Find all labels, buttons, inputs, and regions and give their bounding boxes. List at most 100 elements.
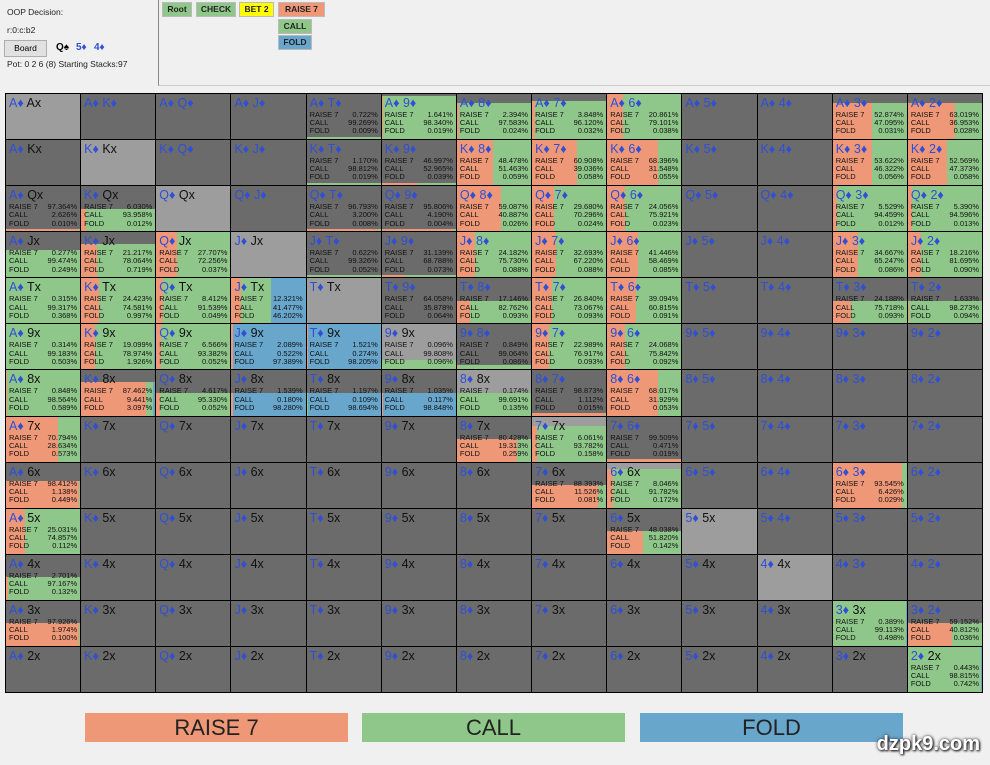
hand-cell[interactable]: K♦ Tx RAISE 7 24.423% CALL 74.581% FOLD 0.997% (81, 278, 156, 324)
hand-cell[interactable]: A♦ 9x RAISE 7 0.314% CALL 99.183% FOLD 0.503% (6, 324, 81, 370)
hand-cell[interactable]: 8♦ 5♦ (682, 370, 757, 416)
hand-cell[interactable]: J♦ 6♦ RAISE 7 41.446% CALL 58.469% FOLD 0.085% (607, 232, 682, 278)
hand-cell[interactable]: Q♦ 9♦ RAISE 7 95.806% CALL 4.190% FOLD 0.004% (381, 186, 456, 232)
hand-cell[interactable]: K♦ 9x RAISE 7 19.099% CALL 78.974% FOLD 1.926% (81, 324, 156, 370)
hand-cell[interactable]: K♦ 5♦ (682, 140, 757, 186)
hand-cell[interactable]: 9♦ 8x RAISE 7 1.035% CALL 0.117% FOLD 98.848% (381, 370, 456, 416)
hand-cell[interactable]: J♦ 3x (231, 600, 306, 646)
hand-cell[interactable]: Q♦ Tx RAISE 7 8.412% CALL 91.539% FOLD 0.049% (156, 278, 231, 324)
hand-cell[interactable]: 8♦ 7♦ RAISE 7 98.873% CALL 1.112% FOLD 0.015% (532, 370, 607, 416)
hand-cell[interactable]: Q♦ J♦ (231, 186, 306, 232)
hand-cell[interactable]: K♦ 4♦ (757, 140, 832, 186)
hand-cell[interactable]: J♦ 7♦ RAISE 7 32.693% CALL 67.220% FOLD 0.088% (532, 232, 607, 278)
hand-cell[interactable]: 7♦ 7x RAISE 7 6.061% CALL 93.782% FOLD 0.158% (532, 416, 607, 462)
hand-cell[interactable]: A♦ 4x RAISE 7 2.701% CALL 97.167% FOLD 0.132% (6, 554, 81, 600)
hand-cell[interactable]: K♦ 8♦ RAISE 7 48.478% CALL 51.463% FOLD 0.059% (456, 140, 532, 186)
hand-cell[interactable]: 5♦ 5x (682, 508, 757, 554)
hand-cell[interactable]: J♦ 3♦ RAISE 7 34.667% CALL 65.247% FOLD 0.086% (832, 232, 907, 278)
hand-cell[interactable]: 6♦ 3♦ RAISE 7 93.545% CALL 6.426% FOLD 0.029% (832, 462, 907, 508)
hand-cell[interactable]: Q♦ T♦ RAISE 7 96.793% CALL 3.200% FOLD 0.008% (306, 186, 381, 232)
hand-cell[interactable]: T♦ 4x (306, 554, 381, 600)
hand-cell[interactable]: 8♦ 2x (456, 646, 532, 692)
hand-cell[interactable]: T♦ 6x (306, 462, 381, 508)
hand-cell[interactable]: 3♦ 2♦ RAISE 7 59.152% CALL 40.812% FOLD 0.036% (907, 600, 982, 646)
hand-cell[interactable]: A♦ Jx RAISE 7 0.277% CALL 99.474% FOLD 0.249% (6, 232, 81, 278)
hand-cell[interactable]: 7♦ 5♦ (682, 416, 757, 462)
hand-cell[interactable]: J♦ 6x (231, 462, 306, 508)
hand-cell[interactable]: 9♦ 2x (381, 646, 456, 692)
hand-cell[interactable]: 9♦ 7♦ RAISE 7 22.989% CALL 76.917% FOLD 0.093% (532, 324, 607, 370)
hand-cell[interactable]: 7♦ 6x RAISE 7 88.393% CALL 11.526% FOLD 0.081% (532, 462, 607, 508)
hand-cell[interactable]: 7♦ 2♦ (907, 416, 982, 462)
hand-cell[interactable]: J♦ 7x (231, 416, 306, 462)
hand-cell[interactable]: J♦ 8♦ RAISE 7 24.182% CALL 75.730% FOLD 0.088% (456, 232, 532, 278)
hand-cell[interactable]: 9♦ 8♦ RAISE 7 0.849% CALL 99.064% FOLD 0.086% (456, 324, 532, 370)
hand-cell[interactable]: 6♦ 5x RAISE 7 48.038% CALL 51.820% FOLD 0.142% (607, 508, 682, 554)
hand-cell[interactable]: K♦ 4x (81, 554, 156, 600)
hand-cell[interactable]: A♦ 2♦ RAISE 7 63.019% CALL 36.953% FOLD 0.028% (907, 94, 982, 140)
hand-cell[interactable]: K♦ Jx RAISE 7 21.217% CALL 78.064% FOLD 0.719% (81, 232, 156, 278)
hand-cell[interactable]: A♦ Kx (6, 140, 81, 186)
tree-node-check[interactable]: CHECK (196, 2, 236, 17)
hand-cell[interactable]: A♦ 4♦ (757, 94, 832, 140)
hand-cell[interactable]: Q♦ 2x (156, 646, 231, 692)
hand-cell[interactable]: 5♦ 4x (682, 554, 757, 600)
hand-cell[interactable]: Q♦ 4x (156, 554, 231, 600)
hand-cell[interactable]: J♦ Tx RAISE 7 12.321% CALL 41.477% FOLD 46.202… (231, 278, 306, 324)
hand-cell[interactable]: 8♦ 4♦ (757, 370, 832, 416)
hand-cell[interactable]: 6♦ 6x RAISE 7 8.046% CALL 91.782% FOLD 0.172% (607, 462, 682, 508)
hand-cell[interactable]: 9♦ 4♦ (757, 324, 832, 370)
hand-cell[interactable]: T♦ Tx (306, 278, 381, 324)
tree-node-raise[interactable]: RAISE 7 (278, 2, 325, 17)
hand-cell[interactable]: J♦ 4x (231, 554, 306, 600)
hand-cell[interactable]: J♦ 2♦ RAISE 7 18.216% CALL 81.695% FOLD 0.090% (907, 232, 982, 278)
hand-cell[interactable]: 9♦ 4x (381, 554, 456, 600)
hand-cell[interactable]: A♦ 7x RAISE 7 70.794% CALL 28.634% FOLD 0.573% (6, 416, 81, 462)
hand-cell[interactable]: 8♦ 2♦ (907, 370, 982, 416)
hand-cell[interactable]: T♦ 2♦ RAISE 7 1.633% CALL 98.273% FOLD 0.094% (907, 278, 982, 324)
hand-cell[interactable]: K♦ Qx RAISE 7 6.030% CALL 93.958% FOLD 0.012% (81, 186, 156, 232)
hand-cell[interactable]: T♦ 3x (306, 600, 381, 646)
hand-cell[interactable]: K♦ 2♦ RAISE 7 52.569% CALL 47.373% FOLD 0.058% (907, 140, 982, 186)
hand-cell[interactable]: Q♦ 4♦ (757, 186, 832, 232)
hand-cell[interactable]: T♦ 5x (306, 508, 381, 554)
hand-cell[interactable]: K♦ 5x (81, 508, 156, 554)
hand-cell[interactable]: 7♦ 4x (532, 554, 607, 600)
hand-cell[interactable]: 9♦ 3♦ (832, 324, 907, 370)
hand-cell[interactable]: 5♦ 2♦ (907, 508, 982, 554)
hand-cell[interactable]: K♦ 7♦ RAISE 7 60.908% CALL 39.036% FOLD 0.058% (532, 140, 607, 186)
hand-cell[interactable]: A♦ 7♦ RAISE 7 3.848% CALL 96.120% FOLD 0.032% (532, 94, 607, 140)
hand-cell[interactable]: Q♦ 9x RAISE 7 6.566% CALL 93.382% FOLD 0.052% (156, 324, 231, 370)
hand-cell[interactable]: T♦ 9♦ RAISE 7 64.058% CALL 35.878% FOLD 0.064% (381, 278, 456, 324)
hand-cell[interactable]: 4♦ 3x (757, 600, 832, 646)
hand-cell[interactable]: 9♦ 2♦ (907, 324, 982, 370)
hand-cell[interactable]: A♦ K♦ (81, 94, 156, 140)
hand-cell[interactable]: A♦ Qx RAISE 7 97.364% CALL 2.626% FOLD 0.010% (6, 186, 81, 232)
hand-cell[interactable]: J♦ 2x (231, 646, 306, 692)
hand-cell[interactable]: 9♦ 9x RAISE 7 0.096% CALL 99.808% FOLD 0.096% (381, 324, 456, 370)
hand-cell[interactable]: A♦ 6x RAISE 7 98.412% CALL 1.138% FOLD 0.449% (6, 462, 81, 508)
hand-cell[interactable]: K♦ 8x RAISE 7 87.462% CALL 9.441% FOLD 3.097% (81, 370, 156, 416)
tree-node-bet[interactable]: BET 2 (239, 2, 274, 17)
hand-cell[interactable]: 5♦ 4♦ (757, 508, 832, 554)
hand-cell[interactable]: K♦ 6♦ RAISE 7 68.396% CALL 31.548% FOLD 0.055% (607, 140, 682, 186)
hand-cell[interactable]: K♦ 3x (81, 600, 156, 646)
hand-cell[interactable]: K♦ J♦ (231, 140, 306, 186)
hand-cell[interactable]: Q♦ 7♦ RAISE 7 29.680% CALL 70.296% FOLD 0.024% (532, 186, 607, 232)
hand-cell[interactable]: Q♦ 6♦ RAISE 7 24.056% CALL 75.921% FOLD 0.023% (607, 186, 682, 232)
hand-cell[interactable]: 8♦ 7x RAISE 7 80.428% CALL 19.313% FOLD 0.259% (456, 416, 532, 462)
hand-cell[interactable]: A♦ 8x RAISE 7 0.848% CALL 98.564% FOLD 0.589% (6, 370, 81, 416)
hand-cell[interactable]: 5♦ 2x (682, 646, 757, 692)
hand-cell[interactable]: K♦ T♦ RAISE 7 1.170% CALL 98.812% FOLD 0.019% (306, 140, 381, 186)
hand-cell[interactable]: K♦ 3♦ RAISE 7 53.622% CALL 46.322% FOLD 0.056% (832, 140, 907, 186)
hand-cell[interactable]: A♦ 3♦ RAISE 7 52.874% CALL 47.095% FOLD 0.031% (832, 94, 907, 140)
hand-cell[interactable]: J♦ 9x RAISE 7 2.089% CALL 0.522% FOLD 97.389% (231, 324, 306, 370)
hand-cell[interactable]: 7♦ 4♦ (757, 416, 832, 462)
hand-cell[interactable]: K♦ 2x (81, 646, 156, 692)
hand-cell[interactable]: 8♦ 6x (456, 462, 532, 508)
hand-cell[interactable]: A♦ 3x RAISE 7 97.926% CALL 1.974% FOLD 0.100% (6, 600, 81, 646)
tree-node-fold[interactable]: FOLD (278, 35, 312, 50)
hand-cell[interactable]: 6♦ 2♦ (907, 462, 982, 508)
board-button[interactable]: Board (4, 40, 47, 57)
hand-cell[interactable]: A♦ Q♦ (156, 94, 231, 140)
